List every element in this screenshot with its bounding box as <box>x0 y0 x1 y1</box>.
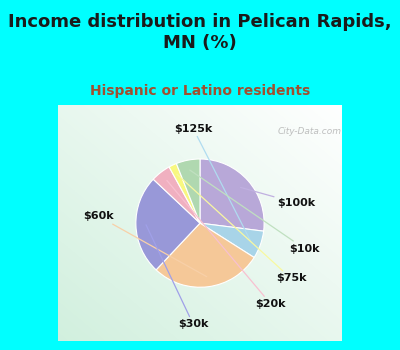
Wedge shape <box>200 223 264 258</box>
Text: Hispanic or Latino residents: Hispanic or Latino residents <box>90 84 310 98</box>
Wedge shape <box>153 167 200 223</box>
Text: City-Data.com: City-Data.com <box>277 127 341 136</box>
Wedge shape <box>200 159 264 231</box>
Wedge shape <box>169 163 200 223</box>
Wedge shape <box>156 223 254 287</box>
Text: $75k: $75k <box>177 174 306 284</box>
Text: Income distribution in Pelican Rapids,
MN (%): Income distribution in Pelican Rapids, M… <box>8 13 392 52</box>
Text: $60k: $60k <box>84 211 207 277</box>
Text: $125k: $125k <box>174 124 251 242</box>
Wedge shape <box>176 159 200 223</box>
Text: $10k: $10k <box>190 170 320 254</box>
Text: $100k: $100k <box>240 187 315 208</box>
Text: $20k: $20k <box>167 181 286 309</box>
Text: $30k: $30k <box>146 225 208 329</box>
Wedge shape <box>136 179 200 270</box>
